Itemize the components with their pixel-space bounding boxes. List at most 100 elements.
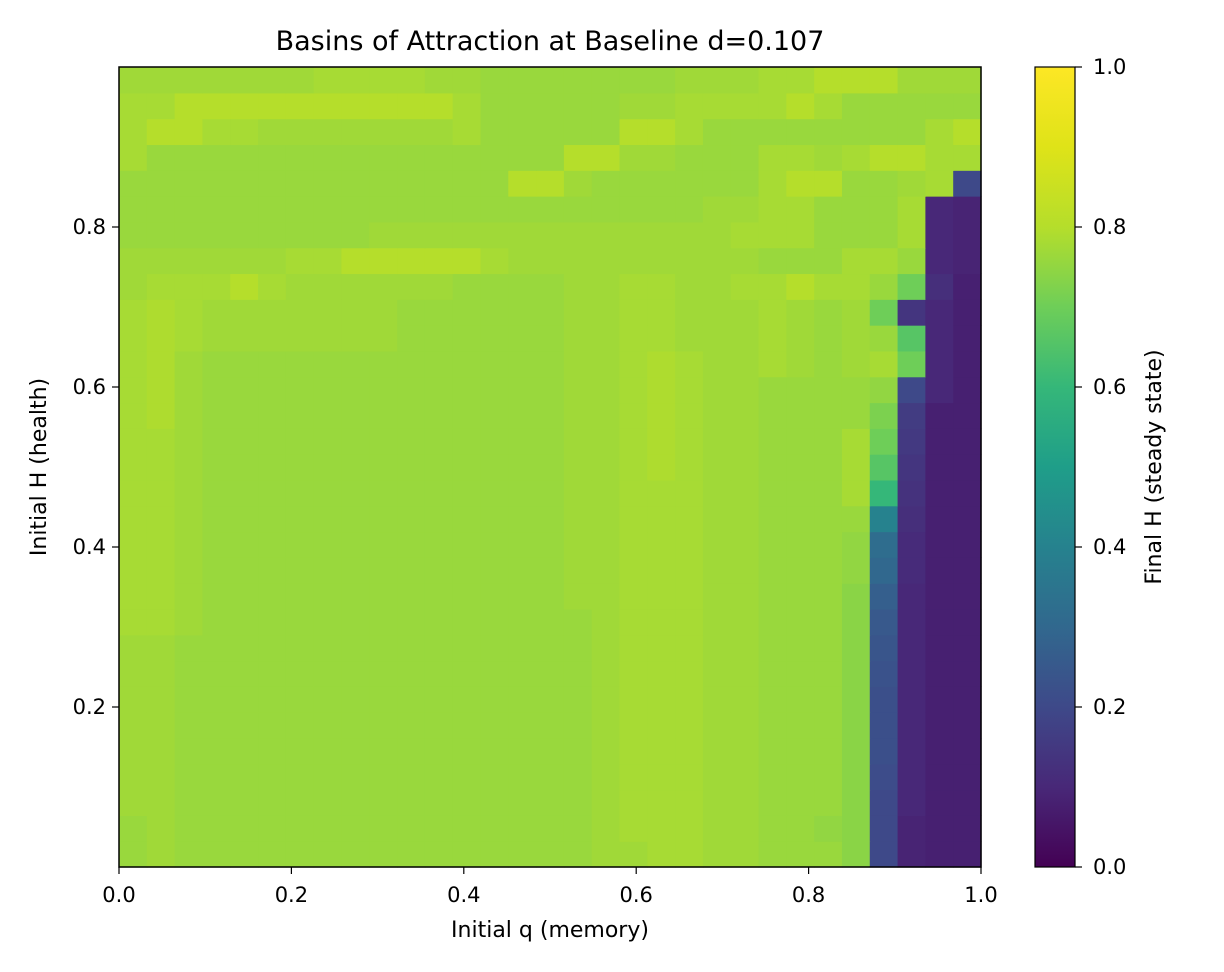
heatmap-cell	[897, 299, 926, 326]
heatmap-cell	[313, 92, 343, 120]
heatmap-cell	[786, 118, 815, 146]
heatmap-cell	[869, 376, 899, 404]
heatmap-cell	[536, 221, 565, 249]
heatmap-cell	[536, 789, 565, 816]
heatmap-cell	[369, 583, 398, 610]
heatmap-cell	[786, 92, 815, 120]
heatmap-cell	[369, 815, 398, 842]
heatmap-cell	[424, 660, 454, 687]
heatmap-cell	[647, 196, 676, 223]
heatmap-cell	[480, 196, 509, 223]
heatmap-cell	[591, 221, 621, 249]
heatmap-cell	[619, 144, 648, 171]
heatmap-cell	[814, 712, 843, 739]
heatmap-cell	[869, 608, 899, 636]
heatmap-cell	[869, 196, 899, 223]
heatmap-cell	[758, 92, 787, 120]
heatmap-cell	[119, 608, 148, 636]
x-tick-label: 0.0	[102, 883, 135, 907]
heatmap-cell	[230, 634, 259, 662]
heatmap-cell	[730, 350, 760, 378]
heatmap-cell	[841, 247, 871, 275]
heatmap-cell	[119, 299, 148, 326]
x-tick-label: 0.6	[619, 883, 652, 907]
heatmap-cell	[341, 221, 370, 249]
heatmap-cell	[174, 299, 204, 326]
heatmap-cell	[925, 763, 954, 791]
heatmap-cell	[814, 505, 843, 533]
heatmap-cell	[480, 67, 509, 94]
heatmap-cell	[897, 479, 926, 507]
heatmap-cell	[202, 634, 231, 662]
heatmap-cell	[230, 402, 259, 429]
heatmap-cell	[452, 299, 482, 326]
heatmap-cell	[480, 221, 509, 249]
heatmap-cell	[174, 67, 204, 94]
heatmap-cell	[647, 505, 676, 533]
heatmap-cell	[480, 350, 509, 378]
heatmap-cell	[258, 583, 287, 610]
y-tick-label: 0.6	[73, 375, 106, 399]
heatmap-cell	[536, 196, 565, 223]
heatmap-cell	[230, 221, 259, 249]
heatmap-cell	[146, 299, 176, 326]
heatmap-cell	[897, 686, 926, 713]
heatmap-cell	[480, 557, 509, 584]
heatmap-cell	[202, 273, 231, 300]
heatmap-cell	[341, 789, 370, 816]
heatmap-cell	[174, 144, 204, 171]
heatmap-cell	[174, 92, 204, 120]
heatmap-cell	[814, 144, 843, 171]
heatmap-cell	[369, 325, 398, 352]
heatmap-cell	[174, 737, 204, 765]
heatmap-cell	[702, 92, 732, 120]
heatmap-cell	[452, 557, 482, 584]
heatmap-cell	[563, 196, 593, 223]
heatmap-cell	[424, 92, 454, 120]
heatmap-cell	[146, 583, 176, 610]
heatmap-cell	[397, 634, 426, 662]
heatmap-cell	[814, 273, 843, 300]
heatmap-cell	[369, 170, 398, 197]
heatmap-cell	[953, 428, 982, 455]
heatmap-cell	[758, 815, 787, 842]
heatmap-cell	[397, 350, 426, 378]
heatmap-cell	[647, 583, 676, 610]
heatmap-cell	[814, 118, 843, 146]
heatmap-cell	[146, 737, 176, 765]
heatmap-cell	[702, 789, 732, 816]
heatmap-cell	[174, 789, 204, 816]
heatmap-cell	[146, 92, 176, 120]
heatmap-cell	[841, 67, 871, 94]
heatmap-cell	[730, 402, 760, 429]
heatmap-cell	[480, 608, 509, 636]
heatmap-cell	[841, 273, 871, 300]
heatmap-cell	[230, 273, 259, 300]
heatmap-cell	[647, 531, 676, 558]
heatmap-cell	[146, 144, 176, 171]
heatmap-cell	[841, 196, 871, 223]
heatmap-cell	[285, 479, 315, 507]
heatmap-cell	[758, 428, 787, 455]
heatmap-cell	[647, 789, 676, 816]
heatmap-cell	[953, 634, 982, 662]
heatmap-cell	[758, 196, 787, 223]
heatmap-cell	[591, 325, 621, 352]
heatmap-cell	[397, 299, 426, 326]
heatmap-cell	[702, 531, 732, 558]
heatmap-cell	[897, 712, 926, 739]
heatmap-cell	[619, 841, 648, 868]
heatmap-cell	[313, 402, 343, 429]
heatmap-cell	[925, 686, 954, 713]
heatmap-cell	[313, 686, 343, 713]
heatmap-cell	[591, 531, 621, 558]
heatmap-cell	[925, 376, 954, 404]
heatmap-cell	[758, 273, 787, 300]
heatmap-cell	[258, 376, 287, 404]
heatmap-cell	[313, 376, 343, 404]
heatmap-cell	[285, 402, 315, 429]
heatmap-cell	[758, 583, 787, 610]
heatmap-cell	[591, 92, 621, 120]
heatmap-cell	[619, 221, 648, 249]
heatmap-cell	[313, 531, 343, 558]
